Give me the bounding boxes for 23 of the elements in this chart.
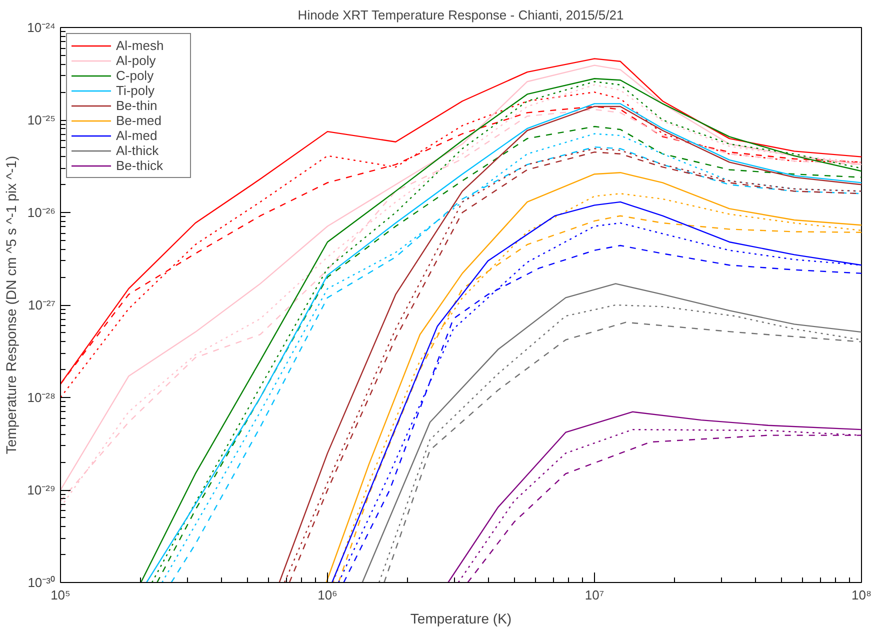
y-tick-label: 10⁻²⁷ bbox=[28, 298, 56, 312]
legend-label: C-poly bbox=[116, 68, 155, 83]
y-axis-title: Temperature Response (DN cm ^5 s ^-1 pix ^-1) bbox=[3, 156, 20, 454]
legend-label: Be-med bbox=[116, 113, 163, 128]
x-axis-title: Temperature (K) bbox=[410, 610, 512, 626]
legend-label: Al-thick bbox=[116, 143, 160, 158]
y-tick-label: 10⁻²⁹ bbox=[27, 482, 56, 498]
legend-label: Al-mesh bbox=[116, 38, 165, 53]
legend-label: Be-thin bbox=[116, 98, 158, 113]
x-tick-label: 10⁶ bbox=[318, 588, 338, 602]
legend-label: Al-med bbox=[116, 128, 158, 143]
y-tick-label: 10⁻³⁰ bbox=[28, 575, 56, 590]
chart-title: Hinode XRT Temperature Response - Chianti, 2015/5/21 bbox=[298, 8, 624, 22]
legend-label: Be-thick bbox=[116, 158, 164, 173]
x-tick-label: 10⁵ bbox=[50, 588, 70, 602]
legend-label: Ti-poly bbox=[116, 83, 156, 98]
x-tick-label: 10⁸ bbox=[852, 588, 872, 602]
legend-label: Al-poly bbox=[116, 53, 157, 68]
y-tick-label: 10⁻²⁴ bbox=[27, 20, 56, 35]
y-tick-label: 10⁻²⁸ bbox=[27, 390, 56, 405]
y-tick-label: 10⁻²⁶ bbox=[27, 205, 56, 220]
x-tick-label: 10⁷ bbox=[584, 588, 604, 602]
y-tick-label: 10⁻²⁵ bbox=[27, 112, 56, 128]
